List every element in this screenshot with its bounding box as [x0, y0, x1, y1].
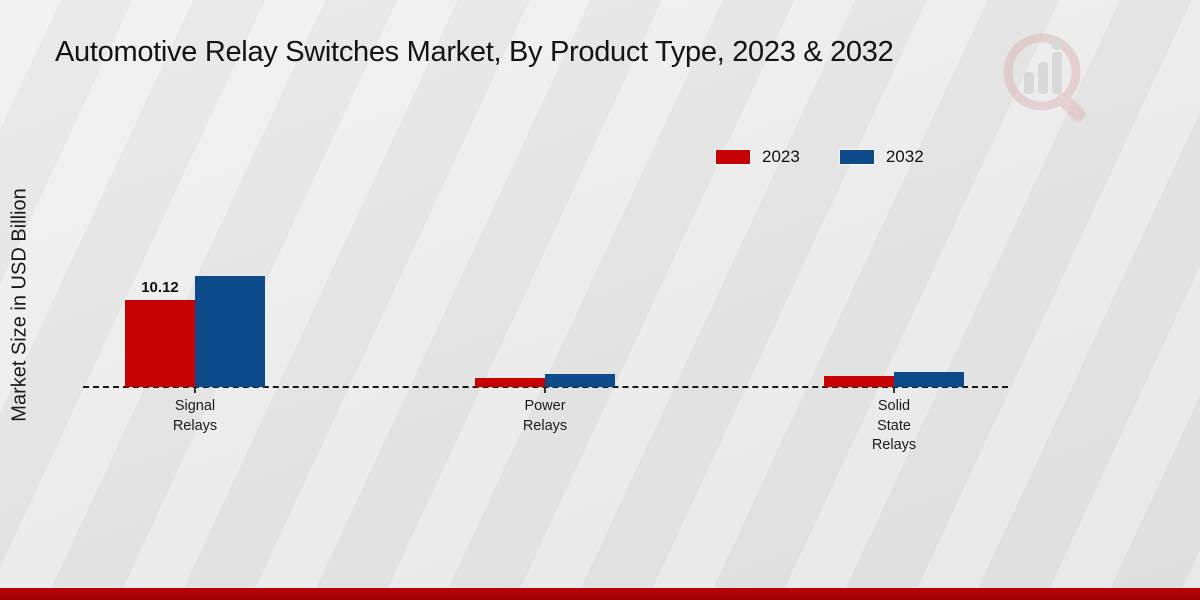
legend-label-2032: 2032	[885, 147, 924, 166]
legend-swatch-2023	[716, 150, 750, 164]
x-axis-tick	[893, 388, 895, 393]
magnifier-chart-icon	[1003, 33, 1086, 122]
chart-title: Automotive Relay Switches Market, By Pro…	[55, 36, 894, 68]
bar-2032-solid-state-relays	[894, 372, 964, 387]
bar-2023-signal-relays	[125, 300, 195, 387]
category-label: Signal Relays	[172, 398, 218, 434]
bar-2032-power-relays	[545, 374, 615, 387]
bar-2023-solid-state-relays	[824, 376, 894, 387]
legend-swatch-2032	[839, 150, 874, 164]
legend: 2023 2032	[716, 147, 924, 167]
bar-value-label: 10.12	[141, 279, 179, 296]
legend-label-2023: 2023	[762, 147, 800, 166]
x-axis-tick	[194, 388, 196, 393]
watermark-logo	[998, 32, 1098, 124]
bar-2032-signal-relays	[195, 276, 265, 387]
legend-item-2023: 2023	[716, 147, 800, 167]
y-axis-label: Market Size in USD Billion	[8, 188, 31, 422]
x-axis-baseline	[83, 386, 1008, 388]
category-label: Solid State Relays	[871, 398, 917, 454]
legend-item-2032: 2032	[839, 147, 924, 167]
footer-red-band	[0, 588, 1200, 600]
x-axis-tick	[544, 388, 546, 393]
bar-2023-power-relays	[475, 378, 545, 387]
category-label: Power Relays	[522, 398, 568, 434]
